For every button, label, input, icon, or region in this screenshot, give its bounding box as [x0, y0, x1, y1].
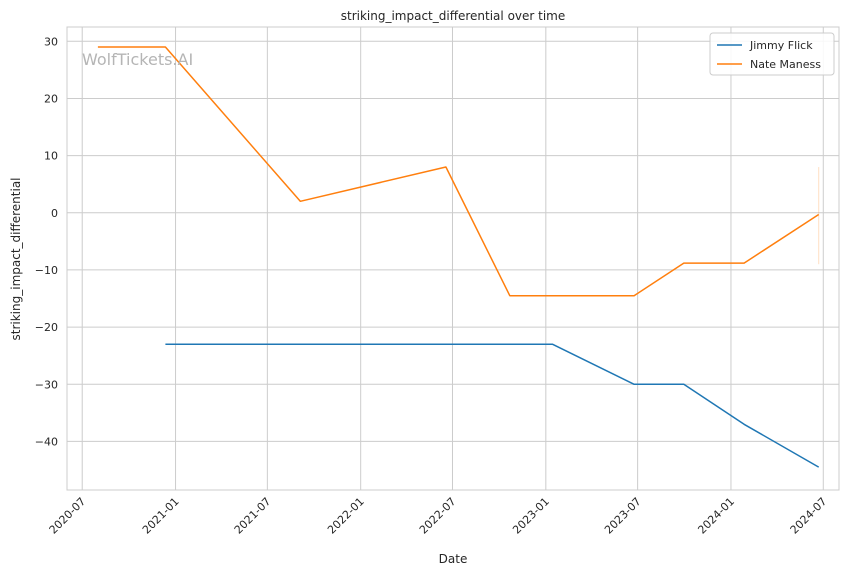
- plot-area: [67, 27, 839, 490]
- series-lines: [97, 46, 820, 468]
- watermark-text: WolfTickets.AI: [82, 50, 193, 69]
- y-tick-label: 20: [44, 92, 58, 105]
- legend-label-nate-maness: Nate Maness: [750, 58, 821, 71]
- grid: [67, 27, 839, 490]
- series-line-nate-maness: [97, 46, 820, 297]
- y-tick-label: 0: [51, 207, 58, 220]
- chart-title: striking_impact_differential over time: [341, 9, 566, 23]
- y-tick-label: 10: [44, 150, 58, 163]
- y-tick-label: −20: [35, 321, 58, 334]
- legend-label-jimmy-flick: Jimmy Flick: [749, 39, 813, 52]
- x-axis-label: Date: [439, 552, 468, 566]
- legend: Jimmy Flick Nate Maness: [709, 32, 835, 76]
- plot-frame: [66, 26, 840, 491]
- y-tick-label: 30: [44, 35, 58, 48]
- y-tick-label: −40: [35, 435, 58, 448]
- y-tick-label: −30: [35, 378, 58, 391]
- series-line-jimmy-flick: [165, 343, 820, 468]
- y-axis-label: striking_impact_differential: [9, 177, 23, 340]
- y-tick-label: −10: [35, 264, 58, 277]
